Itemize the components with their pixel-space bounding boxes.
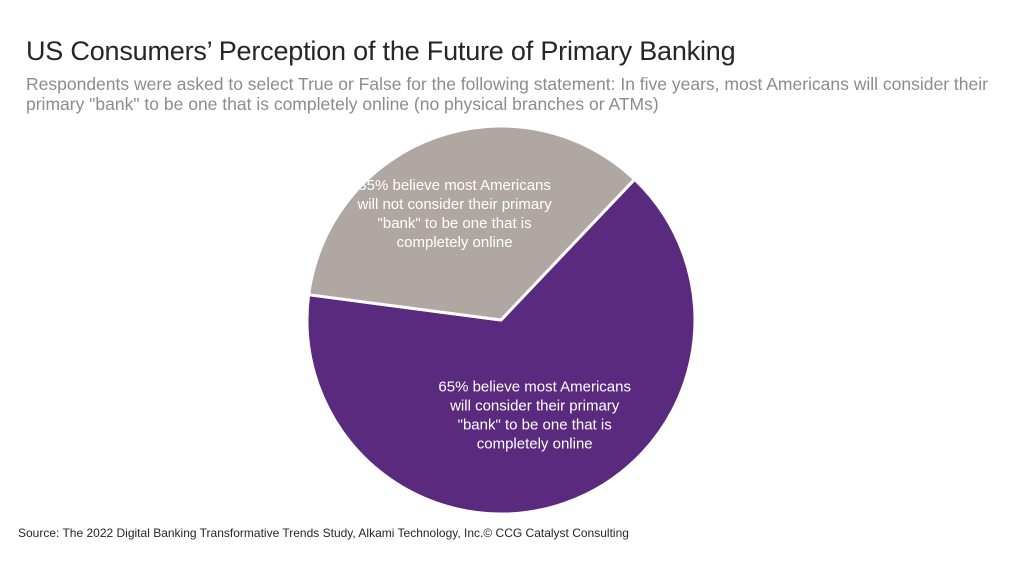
slice-label-line: completely online <box>477 436 593 453</box>
slice-label-line: will consider their primary <box>449 398 620 415</box>
chart-subtitle: Respondents were asked to select True or… <box>26 74 988 114</box>
slice-label-line: will not consider their primary <box>356 196 552 213</box>
slice-label-line: "bank" to be one that is <box>458 417 612 434</box>
pie-labels: 65% believe most Americans will consider … <box>356 177 631 453</box>
chart-title: US Consumers’ Perception of the Future o… <box>26 36 736 66</box>
slice-label-line: "bank" to be one that is <box>378 215 532 232</box>
slice-label-line: 35% believe most Americans <box>358 177 551 194</box>
pie-slice-65 <box>305 177 697 516</box>
slice-label-line: 65% believe most Americans <box>438 379 631 396</box>
pie-slice-35 <box>307 124 637 322</box>
source-note: Source: The 2022 Digital Banking Transfo… <box>18 526 629 540</box>
slice-label-35: 35% believe most Americans will not consi… <box>356 177 552 251</box>
pie-slices <box>305 124 697 516</box>
slice-label-65: 65% believe most Americans will consider … <box>438 379 631 453</box>
slice-label-line: completely online <box>397 234 513 251</box>
